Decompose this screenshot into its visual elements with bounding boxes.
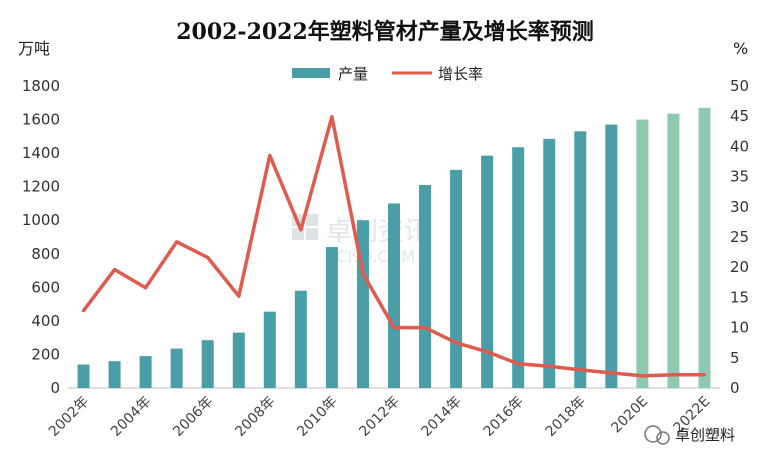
y-right-tick-label: 0 (730, 379, 740, 397)
left-axis-unit: 万吨 (18, 39, 50, 58)
growth-point-2006年 (206, 256, 210, 260)
y-right-tick-label: 5 (730, 349, 740, 367)
y-right-tick-label: 20 (730, 258, 749, 276)
growth-point-2013年 (423, 326, 427, 330)
legend-swatch-bar (292, 68, 330, 78)
bar-2009年 (294, 290, 307, 388)
bar-2005年 (170, 348, 183, 388)
growth-point-2012年 (392, 326, 396, 330)
y-left-tick-label: 200 (31, 345, 60, 363)
bar-2012年 (388, 203, 400, 388)
y-right-tick-label: 45 (730, 107, 749, 125)
x-tick-label: 2018年 (543, 394, 589, 440)
growth-point-2004年 (144, 286, 148, 290)
y-left-tick-label: 1600 (22, 111, 60, 129)
chart-title: 2002-2022年塑料管材产量及增长率预测 (176, 19, 594, 45)
y-left-tick-label: 0 (50, 379, 60, 397)
y-left-tick-label: 400 (31, 312, 60, 330)
bar-2010年 (325, 247, 338, 388)
x-tick-label: 2006年 (170, 394, 216, 440)
bar-2002年 (77, 364, 90, 388)
y-right-tick-label: 40 (730, 137, 749, 155)
growth-point-2008年 (268, 153, 272, 157)
y-right-tick-label: 15 (730, 288, 749, 306)
x-tick-label: 2010年 (294, 394, 340, 440)
bar-series (77, 107, 711, 389)
growth-point-2015年 (485, 350, 489, 354)
bar-2016年 (512, 147, 525, 388)
x-tick-label: 2020E (608, 394, 651, 437)
bar-2021E (667, 113, 680, 388)
growth-point-2021E (671, 373, 675, 377)
y-left-tick-label: 1200 (22, 178, 60, 196)
chat-icon (644, 425, 662, 443)
growth-point-2003年 (113, 268, 117, 272)
y-right-tick-label: 50 (730, 77, 749, 95)
bar-2020E (636, 119, 649, 389)
y-right-tick-label: 25 (730, 228, 749, 246)
legend-label-output: 产量 (338, 65, 368, 83)
growth-point-2011年 (361, 272, 365, 276)
bar-2003年 (108, 361, 121, 388)
bar-2008年 (263, 311, 276, 388)
bar-2015年 (481, 155, 494, 388)
brand-logo: 卓创塑料 (644, 425, 735, 445)
y-right-tick-label: 35 (730, 168, 749, 186)
x-tick-label: 2014年 (419, 394, 465, 440)
growth-point-2009年 (299, 228, 303, 232)
watermark-text-sub: SCI99.COM (326, 247, 415, 266)
y-left-tick-label: 1400 (22, 144, 60, 162)
x-tick-label: 2004年 (108, 394, 154, 440)
legend-label-growth: 增长率 (438, 65, 483, 83)
growth-point-2022E (702, 373, 706, 377)
x-tick-labels: 2002年 2004年 2006年 2008年 2010年 2012年 2014年 2016年… (46, 394, 713, 440)
x-tick-label: 2002年 (46, 394, 92, 440)
growth-point-2007年 (237, 294, 241, 298)
y-right-tick-label: 30 (730, 198, 749, 216)
y-left-tick-label: 800 (31, 245, 60, 263)
y-right-tick-label: 10 (730, 319, 749, 337)
bar-2019年 (605, 124, 618, 388)
watermark-text: 卓创资讯 (326, 217, 430, 247)
bar-2013年 (419, 184, 432, 388)
bar-2014年 (450, 169, 463, 388)
line-series (82, 115, 706, 378)
x-tick-label: 2012年 (356, 394, 402, 440)
growth-point-2005年 (175, 240, 179, 244)
bar-2004年 (139, 356, 152, 388)
bar-2022E (698, 107, 711, 389)
growth-point-2017年 (547, 364, 551, 368)
x-tick-label: 2016年 (481, 394, 527, 440)
growth-point-2002年 (82, 309, 86, 313)
bar-2006年 (201, 340, 214, 388)
bar-2018年 (574, 131, 587, 389)
growth-point-2010年 (330, 115, 334, 119)
brand-logo-text: 卓创塑料 (675, 426, 735, 444)
growth-point-2020E (640, 374, 644, 378)
bar-2007年 (232, 332, 245, 388)
growth-point-2016年 (516, 362, 520, 366)
growth-point-2019年 (609, 371, 613, 375)
growth-point-2018年 (578, 368, 582, 372)
growth-point-2014年 (454, 341, 458, 345)
y-left-tick-label: 600 (31, 278, 60, 296)
y-left-tick-label: 1000 (22, 211, 60, 229)
bar-2017年 (543, 138, 556, 388)
x-tick-label: 2008年 (232, 394, 278, 440)
right-axis-unit: % (733, 39, 748, 58)
legend: 产量 增长率 (292, 65, 483, 83)
y-left-tick-label: 1800 (22, 77, 60, 95)
